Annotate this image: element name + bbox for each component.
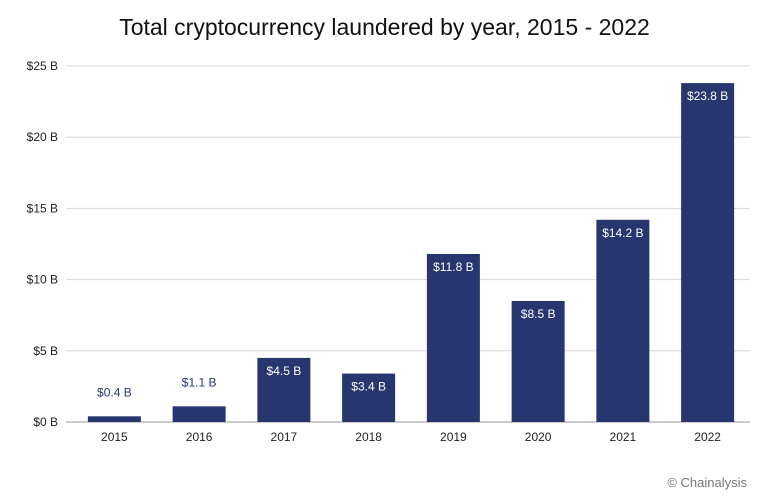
x-tick-label: 2022 [694,430,721,444]
x-tick-label: 2017 [271,430,298,444]
data-label: $0.4 B [97,385,132,399]
x-tick-label: 2020 [525,430,552,444]
x-tick-label: 2021 [610,430,637,444]
y-tick-label: $15 B [27,201,58,215]
bar [596,219,650,422]
y-tick-label: $10 B [27,273,58,287]
bar [681,83,735,422]
bar [426,253,480,422]
bar [172,406,226,422]
y-tick-label: $0 B [33,415,58,429]
x-tick-label: 2015 [101,430,128,444]
bar [257,357,311,422]
x-tick-label: 2019 [440,430,467,444]
bar [342,373,396,422]
y-tick-label: $5 B [33,344,58,358]
data-label: $8.5 B [521,307,556,321]
data-label: $1.1 B [182,375,217,389]
bar [511,300,565,422]
chainalysis-credit: © Chainalysis [667,475,747,490]
chart-title: Total cryptocurrency laundered by year, … [119,14,650,40]
x-tick-label: 2018 [355,430,382,444]
bar [87,416,141,422]
x-tick-label: 2016 [186,430,213,444]
data-label: $4.5 B [267,364,302,378]
y-tick-label: $25 B [27,59,58,73]
data-label: $14.2 B [602,226,643,240]
data-label: $3.4 B [351,380,386,394]
y-tick-label: $20 B [27,130,58,144]
data-label: $11.8 B [433,260,473,274]
data-label: $23.8 B [687,89,728,103]
